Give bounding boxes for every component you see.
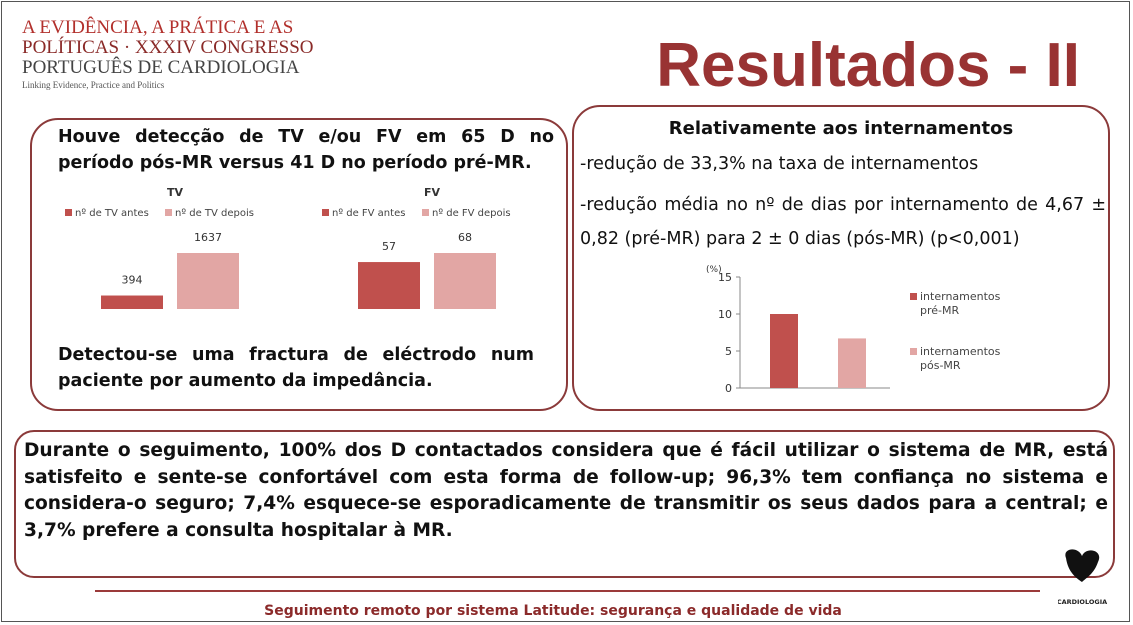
congress-line: POLÍTICAS · XXXIV CONGRESSO	[22, 37, 314, 58]
data-label: 394	[122, 274, 143, 287]
legend-item: internamentos pré-MR	[910, 290, 1020, 318]
y-tick-label: 15	[718, 271, 732, 284]
right-panel	[572, 105, 1110, 411]
legend-label: nº de FV antes	[332, 208, 406, 219]
logo-heart	[1065, 549, 1100, 582]
legend-swatch	[65, 209, 72, 216]
legend-item: nº de FV depois	[422, 208, 511, 219]
y-axis-label: (%)	[706, 265, 722, 275]
chart-plot: 57 68	[358, 231, 496, 309]
y-tick-label: 0	[725, 382, 732, 395]
fv-chart: FV nº de FV antes nº de FV depois 57 68	[312, 186, 552, 311]
right-line: -redução de 33,3% na taxa de internament…	[580, 154, 979, 174]
left-conclusion: Detectou-se uma fractura de eléctrodo nu…	[58, 345, 534, 391]
bar	[838, 338, 866, 388]
bar	[770, 314, 798, 388]
footer-text: Seguimento remoto por sistema Latitude: …	[264, 603, 842, 619]
logo-label: CARDIOLOGIA	[1058, 598, 1107, 606]
footer-rule	[95, 590, 1040, 592]
y-tick-label: 10	[718, 308, 732, 321]
chart-plot: 394 1637	[101, 231, 239, 309]
bar	[177, 253, 239, 309]
bottom-panel	[14, 430, 1115, 578]
tagline: Linking Evidence, Practice and Politics	[22, 80, 165, 90]
legend-item: nº de TV antes	[65, 208, 149, 219]
legend-swatch	[910, 293, 917, 300]
chart-title: FV	[423, 186, 441, 199]
legend-label: nº de TV antes	[75, 208, 149, 219]
legend-label: nº de FV depois	[432, 208, 511, 219]
bottom-text: Durante o seguimento, 100% dos D contact…	[24, 440, 1108, 541]
left-intro: Houve detecção de TV e/ou FV em 65 D no …	[58, 127, 554, 173]
legend-label: internamentos pré-MR	[920, 290, 1001, 317]
chart-plot: (%) 0 5 10 15	[706, 265, 890, 395]
legend-item: nº de FV antes	[322, 208, 405, 219]
legend-item: internamentos pós-MR	[910, 345, 1020, 373]
data-label: 68	[458, 231, 472, 244]
bar	[434, 253, 496, 309]
bar	[101, 295, 163, 309]
y-tick-label: 5	[725, 345, 732, 358]
chart-title: TV	[166, 186, 184, 199]
bar	[358, 262, 420, 309]
data-label: 57	[382, 240, 396, 253]
right-line: -redução média no nº de dias por interna…	[580, 195, 1106, 249]
congress-line: A EVIDÊNCIA, A PRÁTICA E AS	[22, 17, 294, 38]
legend-swatch	[322, 209, 329, 216]
tv-chart: TV nº de TV antes nº de TV depois 394 1637	[55, 186, 295, 311]
legend-swatch	[910, 348, 917, 355]
legend-label: nº de TV depois	[175, 208, 254, 219]
legend-label: internamentos pós-MR	[920, 345, 1001, 372]
internamentos-chart: (%) 0 5 10 15 internamentos pré-MR internament…	[690, 262, 1030, 397]
left-panel	[30, 118, 568, 411]
logo: CARDIOLOGIA	[1058, 549, 1107, 606]
legend-swatch	[422, 209, 429, 216]
legend-item: nº de TV depois	[165, 208, 254, 219]
data-label: 1637	[194, 231, 222, 244]
congress-line: PORTUGUÊS DE CARDIOLOGIA	[22, 57, 300, 78]
slide-title: Resultados - II	[656, 31, 1080, 100]
legend-swatch	[165, 209, 172, 216]
right-heading: Relativamente aos internamentos	[668, 118, 1014, 139]
